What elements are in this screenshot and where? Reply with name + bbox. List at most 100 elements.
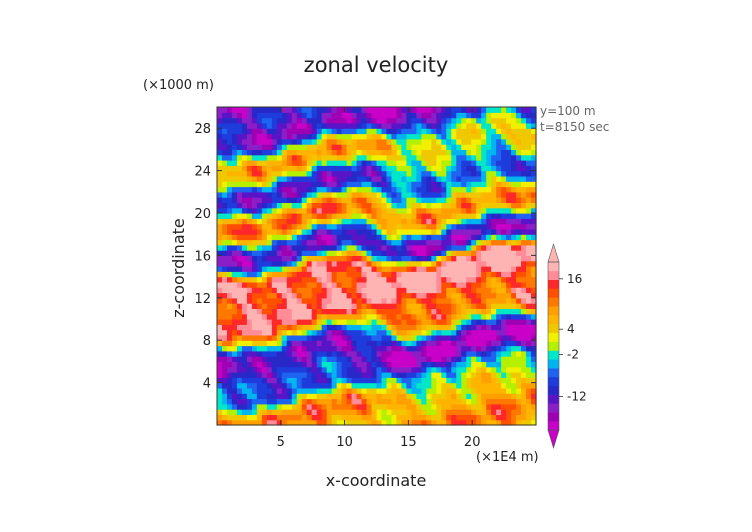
heatmap-cell — [231, 128, 238, 135]
heatmap-cell — [256, 350, 263, 357]
heatmap-cell — [281, 112, 288, 119]
heatmap-cell — [251, 292, 258, 299]
heatmap-cell — [446, 387, 452, 394]
heatmap-cell — [391, 218, 398, 225]
heatmap-cell — [481, 340, 487, 347]
heatmap-cell — [401, 382, 407, 389]
heatmap-cell — [386, 165, 393, 172]
heatmap-cell — [336, 303, 343, 309]
heatmap-cell — [451, 334, 457, 341]
heatmap-cell — [241, 207, 248, 214]
heatmap-cell — [511, 308, 517, 315]
heatmap-cell — [486, 319, 492, 325]
heatmap-cell — [286, 260, 293, 267]
heatmap-cell — [326, 122, 333, 129]
heatmap-cell — [356, 308, 363, 315]
heatmap-cell — [326, 403, 333, 410]
heatmap-cell — [511, 266, 517, 272]
heatmap-cell — [251, 165, 258, 172]
heatmap-cell — [296, 128, 303, 135]
heatmap-cell — [411, 287, 417, 294]
heatmap-cell — [456, 117, 462, 124]
heatmap-cell — [501, 133, 507, 140]
heatmap-cell — [481, 133, 487, 140]
heatmap-cell — [436, 403, 442, 410]
heatmap-cell — [436, 175, 442, 182]
heatmap-cell — [301, 223, 308, 230]
heatmap-cell — [346, 213, 353, 219]
heatmap-cell — [311, 160, 318, 166]
heatmap-cell — [231, 160, 238, 166]
heatmap-cell — [511, 186, 517, 193]
heatmap-cell — [331, 266, 338, 272]
heatmap-cell — [351, 228, 358, 235]
heatmap-cell — [271, 382, 278, 389]
heatmap-cell — [436, 244, 442, 251]
heatmap-cell — [291, 271, 298, 278]
heatmap-cell — [276, 138, 283, 145]
heatmap-cell — [276, 228, 283, 235]
heatmap-cell — [316, 329, 323, 336]
heatmap-cell — [446, 308, 452, 315]
heatmap-cell — [366, 112, 373, 119]
heatmap-cell — [331, 419, 338, 426]
heatmap-cell — [346, 165, 353, 172]
heatmap-cell — [421, 271, 427, 278]
heatmap-cell — [351, 414, 358, 421]
heatmap-cell — [256, 334, 263, 341]
heatmap-cell — [366, 393, 373, 400]
heatmap-cell — [271, 372, 278, 378]
heatmap-cell — [256, 409, 263, 415]
heatmap-cell — [411, 319, 417, 325]
heatmap-cell — [331, 260, 338, 267]
heatmap-cell — [226, 324, 233, 331]
heatmap-cell — [291, 393, 298, 400]
heatmap-cell — [511, 207, 517, 214]
heatmap-cell — [366, 202, 373, 209]
heatmap-cell — [516, 361, 522, 368]
heatmap-cell — [356, 366, 363, 373]
heatmap-cell — [226, 213, 233, 219]
heatmap-cell — [221, 218, 228, 225]
heatmap-cell — [251, 239, 258, 246]
heatmap-cell — [356, 387, 363, 394]
heatmap-cell — [361, 313, 368, 320]
heatmap-cell — [321, 398, 328, 405]
heatmap-cell — [396, 117, 403, 124]
heatmap-cell — [286, 319, 293, 325]
heatmap-cell — [436, 144, 442, 150]
heatmap-cell — [411, 281, 417, 288]
heatmap-cell — [381, 255, 388, 262]
heatmap-cell — [326, 356, 333, 362]
heatmap-cell — [336, 266, 343, 272]
heatmap-cell — [406, 260, 412, 267]
heatmap-cell — [341, 154, 348, 161]
heatmap-cell — [246, 308, 253, 315]
heatmap-cell — [401, 303, 407, 309]
heatmap-cell — [266, 361, 273, 368]
heatmap-cell — [421, 303, 427, 309]
heatmap-cell — [431, 154, 437, 161]
heatmap-cell — [361, 414, 368, 421]
heatmap-cell — [236, 175, 243, 182]
heatmap-cell — [231, 419, 238, 426]
heatmap-cell — [461, 398, 467, 405]
heatmap-cell — [466, 128, 472, 135]
heatmap-cell — [221, 128, 228, 135]
heatmap-cell — [266, 170, 273, 177]
heatmap-cell — [501, 297, 507, 304]
heatmap-cell — [306, 149, 313, 156]
heatmap-cell — [346, 393, 353, 400]
heatmap-cell — [351, 372, 358, 378]
heatmap-cell — [291, 266, 298, 272]
heatmap-cell — [246, 112, 253, 119]
heatmap-cell — [217, 398, 223, 405]
heatmap-cell — [521, 345, 527, 352]
heatmap-cell — [511, 117, 517, 124]
heatmap-cell — [326, 377, 333, 384]
heatmap-cell — [451, 244, 457, 251]
heatmap-cell — [321, 234, 328, 241]
heatmap-cell — [296, 350, 303, 357]
heatmap-cell — [261, 138, 268, 145]
heatmap-cell — [436, 313, 442, 320]
